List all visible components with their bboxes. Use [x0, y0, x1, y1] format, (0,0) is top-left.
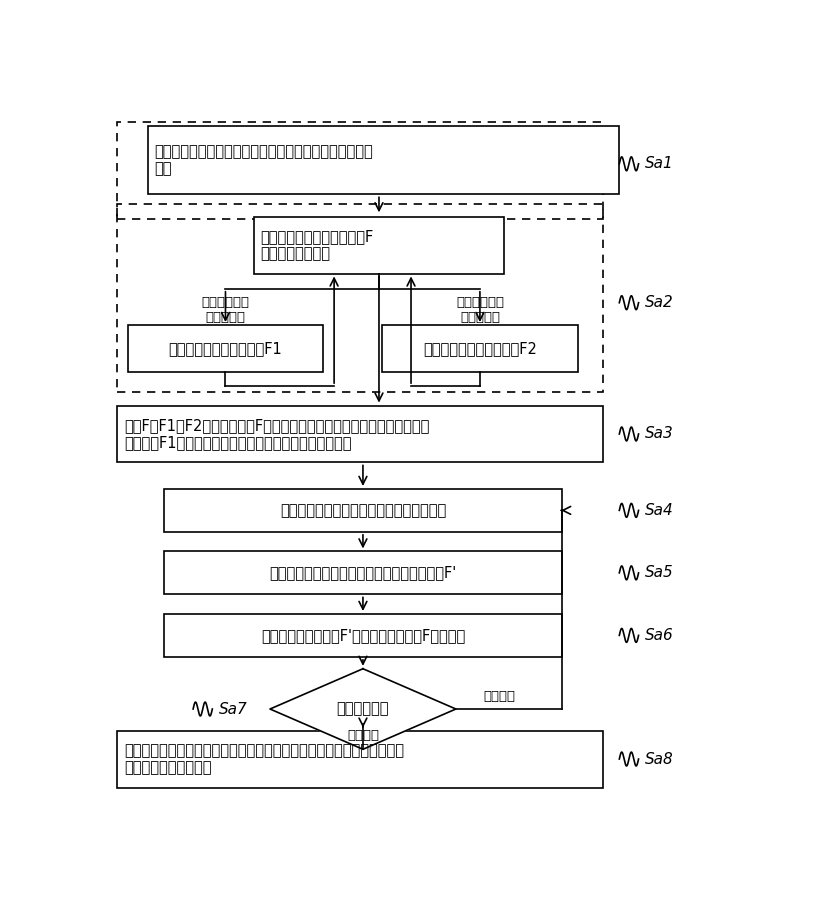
Text: 驱动聚焦马达
往左走几步: 驱动聚焦马达 往左走几步 — [201, 296, 249, 324]
Text: 斜率下降: 斜率下降 — [347, 729, 379, 742]
Text: 根据图像的清晰度值F'和图像的清晰度值F计算斜率: 根据图像的清晰度值F'和图像的清晰度值F计算斜率 — [261, 628, 465, 643]
Bar — [117, 406, 604, 463]
Text: Sa2: Sa2 — [645, 295, 674, 310]
Polygon shape — [270, 668, 456, 750]
Text: 通过F、F1、F2值对比，基于F值的位置，选择移动方向，向左还是向右移
动；若向F1清晰度越好，则向左驱动，否则向反方向移动: 通过F、F1、F2值对比，基于F值的位置，选择移动方向，向左还是向右移 动；若向… — [124, 418, 429, 450]
Bar — [148, 126, 619, 194]
Text: Sa7: Sa7 — [218, 702, 247, 716]
Text: 获取当前图像的清晰度值F1: 获取当前图像的清晰度值F1 — [169, 341, 282, 356]
Text: Sa1: Sa1 — [645, 156, 674, 171]
Text: 斜率上升: 斜率上升 — [484, 690, 515, 703]
Text: 判断斜率变化: 判断斜率变化 — [337, 702, 390, 716]
Bar — [127, 325, 323, 373]
Bar — [382, 325, 578, 373]
Text: Sa3: Sa3 — [645, 427, 674, 441]
Text: Sa4: Sa4 — [645, 503, 674, 518]
Bar — [165, 489, 562, 532]
Bar — [117, 204, 604, 391]
Text: 驱动聚焦马达
往右走几步: 驱动聚焦马达 往右走几步 — [457, 296, 504, 324]
Text: Sa8: Sa8 — [645, 751, 674, 767]
Text: 选定方向后，驱动聚焦马达到固定步长位置: 选定方向后，驱动聚焦马达到固定步长位置 — [280, 503, 446, 518]
Text: 根据固定步长位置获取当前的图像的清晰度值F': 根据固定步长位置获取当前的图像的清晰度值F' — [270, 566, 457, 580]
Bar — [165, 614, 562, 657]
Text: Sa6: Sa6 — [645, 628, 674, 643]
Text: Sa5: Sa5 — [645, 566, 674, 580]
Text: 获取当前的图像的清晰度值F
，并记录聚焦位置: 获取当前的图像的清晰度值F ，并记录聚焦位置 — [261, 229, 374, 262]
Bar — [117, 122, 604, 219]
Text: 在当前点，减小步长向左和向右驱动聚焦马达，反复三次，取到最终的最
清晰点，自动聚焦完成: 在当前点，减小步长向左和向右驱动聚焦马达，反复三次，取到最终的最 清晰点，自动聚… — [124, 743, 404, 775]
Bar — [117, 731, 604, 787]
Text: 获取当前图像的清晰度值F2: 获取当前图像的清晰度值F2 — [423, 341, 537, 356]
Text: 通过变焦马达到对应的焦点和聚焦马达自动聚焦到对应的
位置: 通过变焦马达到对应的焦点和聚焦马达自动聚焦到对应的 位置 — [155, 144, 374, 177]
Bar — [254, 216, 504, 273]
Bar — [165, 551, 562, 594]
